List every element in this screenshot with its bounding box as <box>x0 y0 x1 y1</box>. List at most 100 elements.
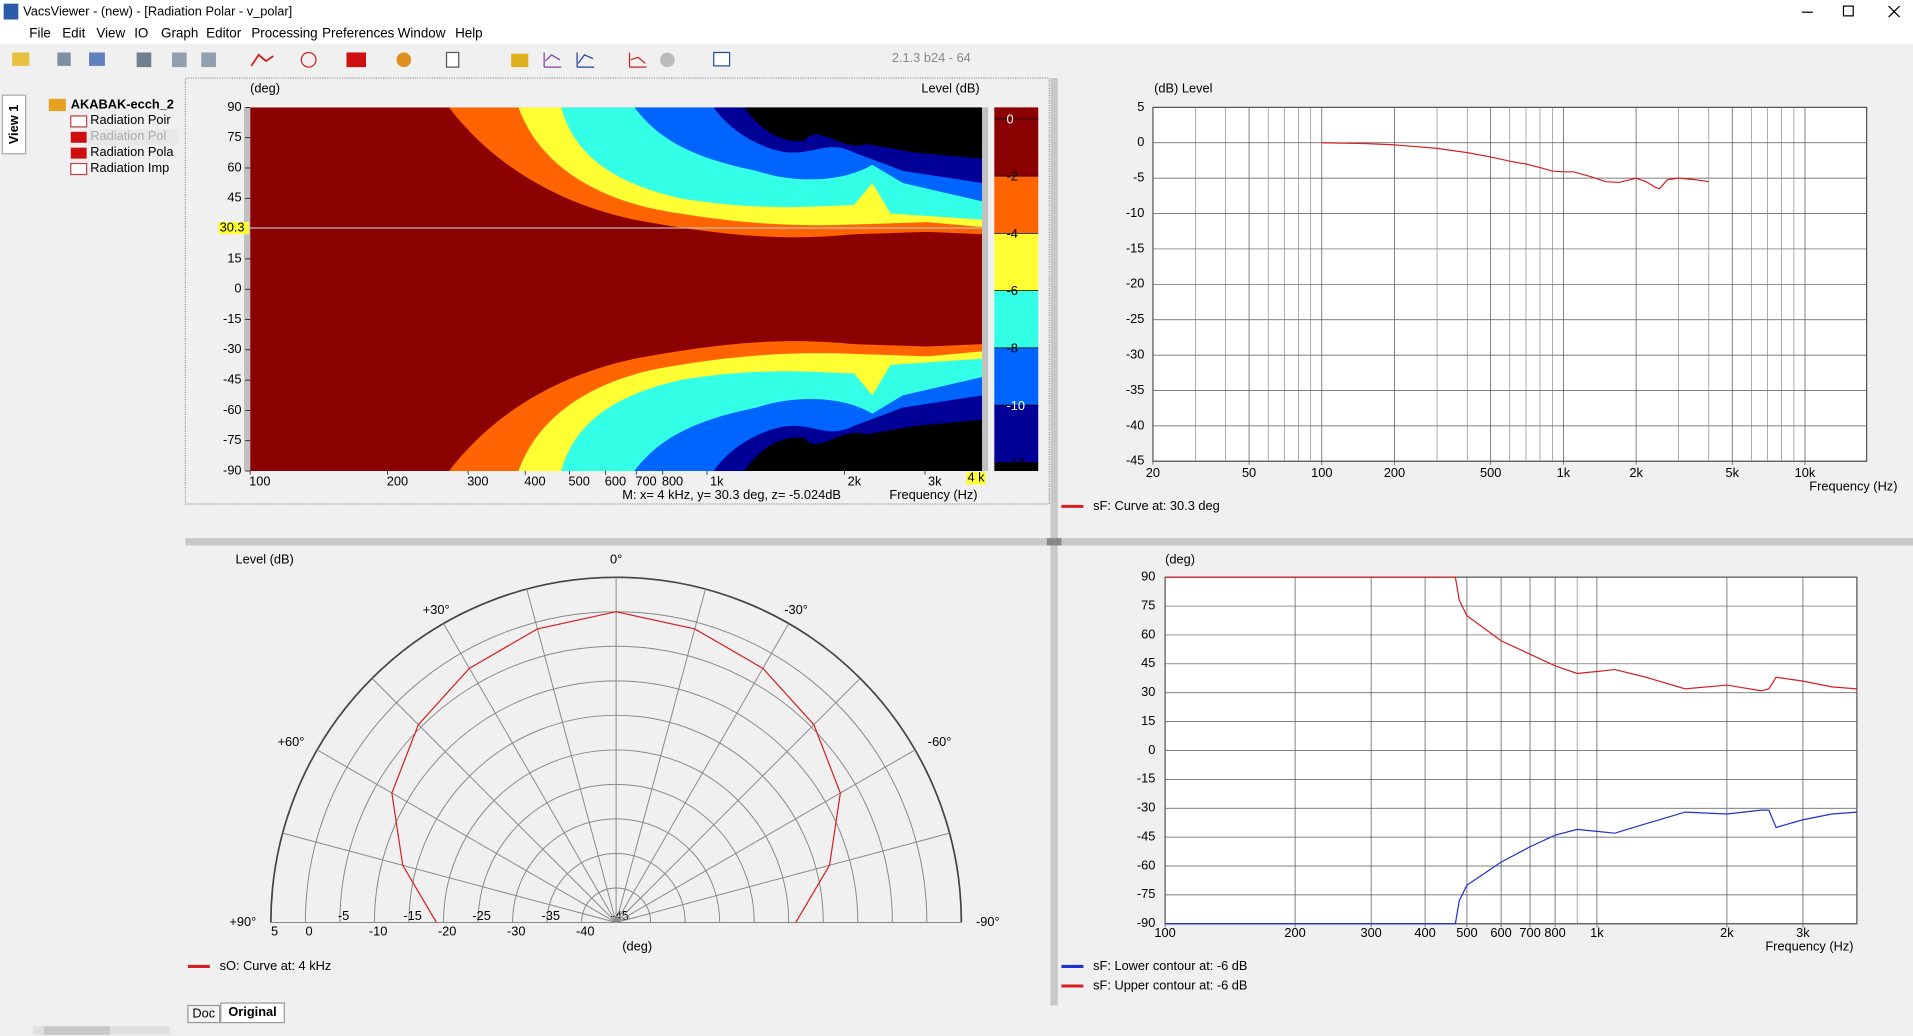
view-tab[interactable] <box>1 94 27 155</box>
cursor-x-label: 4 k <box>967 470 985 485</box>
tree-item[interactable]: Radiation Imp <box>90 160 169 175</box>
colorbar-band <box>994 405 1039 463</box>
restore[interactable] <box>1842 5 1854 17</box>
grid-spoke <box>316 749 617 923</box>
y-tick-label: -30 <box>1137 800 1155 815</box>
y-tick-label: -15 <box>1126 240 1144 255</box>
cursor-label: 30.3 <box>220 219 245 234</box>
r-tick-label: -35 <box>541 908 559 923</box>
x-tick-label: 100 <box>249 473 270 488</box>
tree-icon <box>70 162 88 176</box>
x-tick-label: 5k <box>1725 465 1739 480</box>
window-title: VacsViewer - (new) - [Radiation Polar - … <box>23 4 292 19</box>
menu-item[interactable]: Edit <box>62 26 85 41</box>
y-tick-label: -30 <box>1126 346 1144 361</box>
tool[interactable] <box>201 52 216 68</box>
legend-label: sF: Lower contour at: -6 dB <box>1093 958 1247 973</box>
r-tick-label: -20 <box>438 924 456 939</box>
tool[interactable] <box>713 51 731 67</box>
menu-item[interactable]: Editor <box>206 26 242 41</box>
x-tick-label: 3k <box>928 473 942 488</box>
y-tick-label: 15 <box>1141 713 1155 728</box>
grid-spoke <box>615 749 916 923</box>
menu-item[interactable]: Graph <box>161 26 198 41</box>
tool[interactable] <box>250 53 274 67</box>
tool[interactable] <box>346 52 367 68</box>
tree-selection <box>87 129 179 146</box>
grid-spoke <box>615 588 706 923</box>
menu-item[interactable]: Window <box>398 26 446 41</box>
polar-curve <box>391 611 841 923</box>
x-tick-label: 2k <box>1629 465 1643 480</box>
y-unit: (deg) <box>1165 551 1195 566</box>
tool[interactable] <box>511 53 529 68</box>
menu-item[interactable]: View <box>96 26 125 41</box>
version: 2.1.3 b24 - 64 <box>892 50 971 65</box>
r-tick-label: -5 <box>338 908 349 923</box>
r-tick-label: -15 <box>403 908 421 923</box>
menu-item[interactable]: File <box>29 26 51 41</box>
y-tick-label: -90 <box>223 462 241 477</box>
grid-spoke <box>615 677 861 923</box>
tree-item[interactable]: Radiation Pol <box>90 128 166 143</box>
curve <box>1321 142 1709 190</box>
y-tick-label: 45 <box>227 190 241 205</box>
tool[interactable] <box>445 51 460 68</box>
r-tick-label: 5 <box>271 924 278 939</box>
tool[interactable] <box>300 51 317 68</box>
x-tick-label: 200 <box>387 473 408 488</box>
tool[interactable] <box>543 52 562 68</box>
tool[interactable] <box>660 52 675 68</box>
tool[interactable] <box>576 52 595 68</box>
theta-tick-label: -60° <box>928 734 952 749</box>
y-tick-label: -15 <box>223 311 241 326</box>
r-tick-label: -40 <box>576 924 594 939</box>
tool-save[interactable] <box>57 52 71 66</box>
x-tick-label: 20 <box>1146 465 1160 480</box>
theta-tick-label: 0° <box>610 551 622 566</box>
menu-item[interactable]: IO <box>134 26 148 41</box>
tab-label: Original <box>228 1004 276 1019</box>
tree-item[interactable]: Radiation Poir <box>90 112 171 127</box>
close[interactable] <box>1888 5 1901 18</box>
splitter-knob <box>1046 538 1062 546</box>
tool-open[interactable] <box>12 52 30 66</box>
r-tick-label: -10 <box>369 924 387 939</box>
colorbar-label: 0 <box>1007 111 1014 126</box>
map-fill <box>250 107 983 472</box>
tool[interactable] <box>136 52 152 68</box>
app-icon <box>3 3 19 20</box>
r-tick-label: -25 <box>472 908 490 923</box>
tool-print[interactable] <box>89 52 105 66</box>
y-tick-label: -45 <box>1137 828 1155 843</box>
z-unit: Level (dB) <box>921 80 979 95</box>
scroll-thumb[interactable] <box>43 1026 110 1035</box>
y-tick-label: 0 <box>1137 134 1144 149</box>
tab-active[interactable] <box>220 1002 285 1024</box>
tree-item[interactable]: Radiation Pola <box>90 144 174 159</box>
tool[interactable] <box>396 52 412 68</box>
title-bar <box>0 0 1913 25</box>
menu-item[interactable]: Preferences <box>322 26 395 41</box>
menu-item[interactable]: Help <box>455 26 483 41</box>
x-tick-label: 600 <box>605 473 626 488</box>
colorbar-band <box>994 233 1039 291</box>
tree-root[interactable]: AKABAK-ecch_2 <box>71 96 174 111</box>
x-tick-label: 700 <box>635 473 656 488</box>
y-tick-label: 30 <box>1141 684 1155 699</box>
colorbar-label: -4 <box>1007 226 1018 241</box>
tab-label: Doc <box>192 1005 215 1020</box>
colorbar-label: -8 <box>1007 341 1018 356</box>
menu-item[interactable]: Processing <box>251 26 317 41</box>
tool[interactable] <box>172 52 187 68</box>
tab[interactable] <box>187 1004 221 1024</box>
y-tick-label: -25 <box>1126 311 1144 326</box>
grid-spoke <box>443 623 617 923</box>
x-tick-label: 2k <box>1720 925 1734 940</box>
grid-spoke <box>371 677 617 923</box>
x-tick-label: 500 <box>1456 925 1477 940</box>
grid-spoke <box>615 832 950 923</box>
tool[interactable] <box>628 52 647 68</box>
legend-label: sF: Curve at: 30.3 deg <box>1093 498 1220 513</box>
